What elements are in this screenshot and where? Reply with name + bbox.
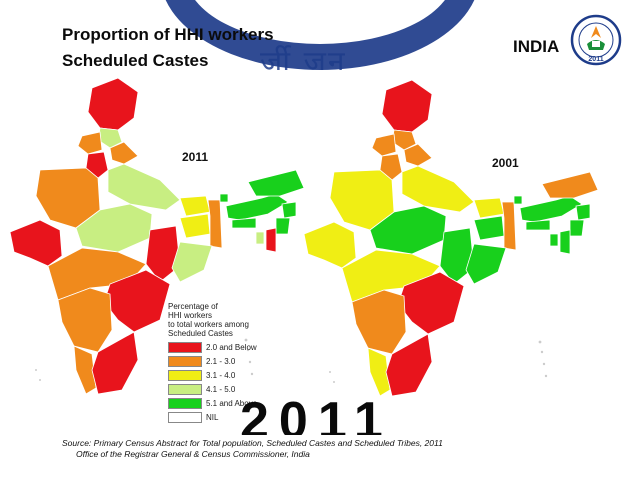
region-nagaland (281, 201, 297, 219)
region-punjab-2001 (371, 133, 397, 157)
maps-svg (9, 77, 599, 397)
legend-heading: Percentage of HHI workers to total worke… (168, 302, 288, 338)
region-bihar (179, 195, 211, 217)
region-tamil-nadu-2001 (385, 333, 433, 397)
legend-swatch (168, 355, 202, 367)
legend-swatch (168, 369, 202, 381)
region-gujarat-2001 (303, 221, 357, 269)
census-watermark: र्जी जन (150, 0, 490, 70)
region-jharkhand-2001 (473, 215, 505, 241)
region-west-bengal-2001 (501, 201, 517, 251)
region-west-bengal (207, 199, 223, 249)
legend-heading-line: to total workers among (168, 320, 249, 329)
legend-swatch (168, 397, 202, 409)
region-sikkim (219, 193, 229, 203)
region-bihar-2001 (473, 197, 505, 219)
title-line-1: Proportion of HHI workers (62, 25, 274, 44)
page-title: Proportion of HHI workers Scheduled Cast… (62, 22, 274, 74)
country-label: INDIA (513, 37, 560, 56)
region-odisha (171, 241, 213, 283)
region-uttar-pradesh-2001 (401, 165, 475, 213)
region-gujarat (9, 219, 63, 267)
source-line-2: Office of the Registrar General & Census… (76, 449, 310, 459)
region-arunachal (247, 169, 305, 197)
legend-heading-line: Scheduled Castes (168, 329, 233, 338)
region-arunachal-2001 (541, 171, 599, 199)
region-jammu-kashmir-2001 (381, 79, 433, 133)
region-uttarakhand-2001 (403, 143, 433, 167)
india-map-2011 (9, 77, 305, 395)
legend-swatch (168, 411, 202, 423)
legend-heading-line: Percentage of (168, 302, 218, 311)
legend-label: 3.1 - 4.0 (206, 370, 236, 380)
region-chhattisgarh (145, 225, 181, 283)
region-manipur (275, 217, 291, 235)
legend-item: 2.1 - 3.0 (168, 355, 288, 367)
region-odisha-2001 (465, 243, 507, 285)
legend-item: 4.1 - 5.0 (168, 383, 288, 395)
legend-swatch (168, 341, 202, 353)
region-uttar-pradesh (107, 163, 181, 211)
region-tamil-nadu (91, 331, 139, 395)
region-mizoram-2001 (559, 229, 571, 255)
map-year-2001: 2001 (492, 156, 519, 170)
region-meghalaya (231, 217, 257, 229)
legend-label: NIL (206, 412, 219, 422)
region-kerala (73, 345, 97, 395)
islands-2011 (35, 338, 254, 381)
region-punjab (77, 131, 103, 155)
logo-year: 2011 (588, 56, 603, 63)
legend-item: 3.1 - 4.0 (168, 369, 288, 381)
legend-label: 4.1 - 5.0 (206, 384, 236, 394)
region-karnataka-2001 (351, 289, 407, 355)
india-map-2001 (303, 79, 599, 397)
legend-item: 2.0 and Below (168, 341, 288, 353)
islands-2001 (329, 340, 548, 383)
region-nagaland-2001 (575, 203, 591, 221)
source-note: Source: Primary Census Abstract for Tota… (62, 438, 443, 460)
region-madhya-pradesh (75, 203, 153, 253)
legend-heading-line: HHI workers (168, 311, 213, 320)
region-kerala-2001 (367, 347, 391, 397)
region-tripura (255, 231, 265, 245)
source-line-1: Source: Primary Census Abstract for Tota… (62, 438, 443, 448)
region-tripura-2001 (549, 233, 559, 247)
region-meghalaya-2001 (525, 219, 551, 231)
region-jharkhand (179, 213, 211, 239)
big-year-watermark: 2011 (240, 395, 393, 435)
map-year-2011: 2011 (182, 150, 209, 164)
region-uttarakhand (109, 141, 139, 165)
region-manipur-2001 (569, 219, 585, 237)
region-assam (225, 193, 289, 221)
region-karnataka (57, 287, 113, 353)
census-logo-icon: 2011 (570, 14, 622, 66)
watermark-script: र्जी जन (260, 45, 347, 70)
maps-area: 2011 2001 Percentage of HHI workers to t… (0, 70, 638, 430)
region-sikkim-2001 (513, 195, 523, 205)
legend-item: 5.1 and Above (168, 397, 288, 409)
legend-item: NIL (168, 411, 288, 423)
region-chhattisgarh-2001 (439, 227, 475, 285)
legend-swatch (168, 383, 202, 395)
region-mizoram (265, 227, 277, 253)
legend: Percentage of HHI workers to total worke… (168, 302, 288, 425)
region-haryana-2001 (379, 153, 403, 181)
legend-label: 2.0 and Below (206, 342, 257, 352)
region-jammu-kashmir (87, 77, 139, 131)
region-assam-2001 (519, 195, 583, 223)
region-madhya-pradesh-2001 (369, 205, 447, 255)
legend-label: 5.1 and Above (206, 398, 258, 408)
region-haryana (85, 151, 109, 179)
title-line-2: Scheduled Castes (62, 51, 209, 70)
legend-label: 2.1 - 3.0 (206, 356, 236, 366)
